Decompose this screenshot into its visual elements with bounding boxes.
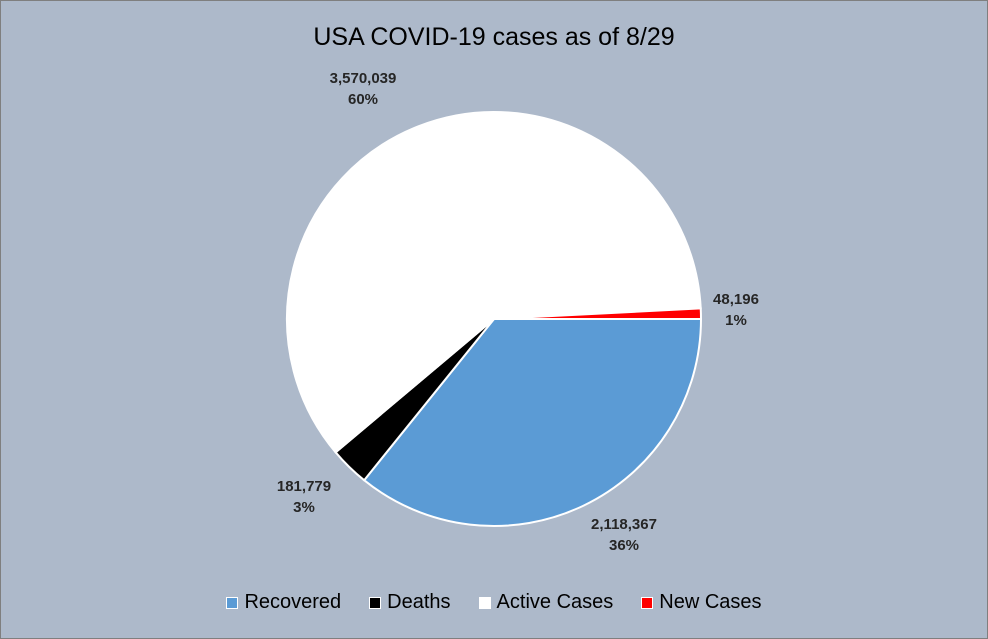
pie-slices xyxy=(286,111,703,527)
legend-label-deaths: Deaths xyxy=(387,591,451,613)
data-label-percent-recovered: 36% xyxy=(609,537,639,554)
legend-item-new-cases: New Cases xyxy=(641,591,762,614)
pie-slice-recovered xyxy=(362,318,703,527)
data-label-percent-active-cases: 60% xyxy=(348,91,378,108)
data-label-value-deaths: 181,779 xyxy=(277,478,331,495)
legend-label-recovered: Recovered xyxy=(244,591,342,613)
pie-slice-new-cases xyxy=(493,307,703,320)
chart-title: USA COVID-19 cases as of 8/29 xyxy=(313,23,674,51)
data-label-value-new-cases: 48,196 xyxy=(713,291,759,308)
data-labels: 2,118,367 36% 181,779 3% 3,570,039 60% 48,196 1… xyxy=(277,70,759,554)
legend-item-recovered: Recovered xyxy=(226,591,341,614)
legend-item-deaths: Deaths xyxy=(369,591,451,614)
data-label-value-active-cases: 3,570,039 xyxy=(330,70,397,87)
pie-slice-active-cases xyxy=(286,111,702,454)
legend-label-new-cases: New Cases xyxy=(659,591,762,613)
legend-swatch-recovered xyxy=(226,596,239,609)
legend-item-active-cases: Active Cases xyxy=(478,591,614,614)
legend: Recovered Deaths Active Cases New Cases xyxy=(1,591,987,614)
legend-swatch-active-cases xyxy=(478,596,491,609)
legend-label-active-cases: Active Cases xyxy=(496,591,614,613)
legend-swatch-new-cases xyxy=(641,596,654,609)
data-label-value-recovered: 2,118,367 xyxy=(591,516,657,533)
legend-swatch-deaths xyxy=(369,596,382,609)
data-label-percent-new-cases: 1% xyxy=(725,312,747,329)
data-label-percent-deaths: 3% xyxy=(293,499,315,516)
